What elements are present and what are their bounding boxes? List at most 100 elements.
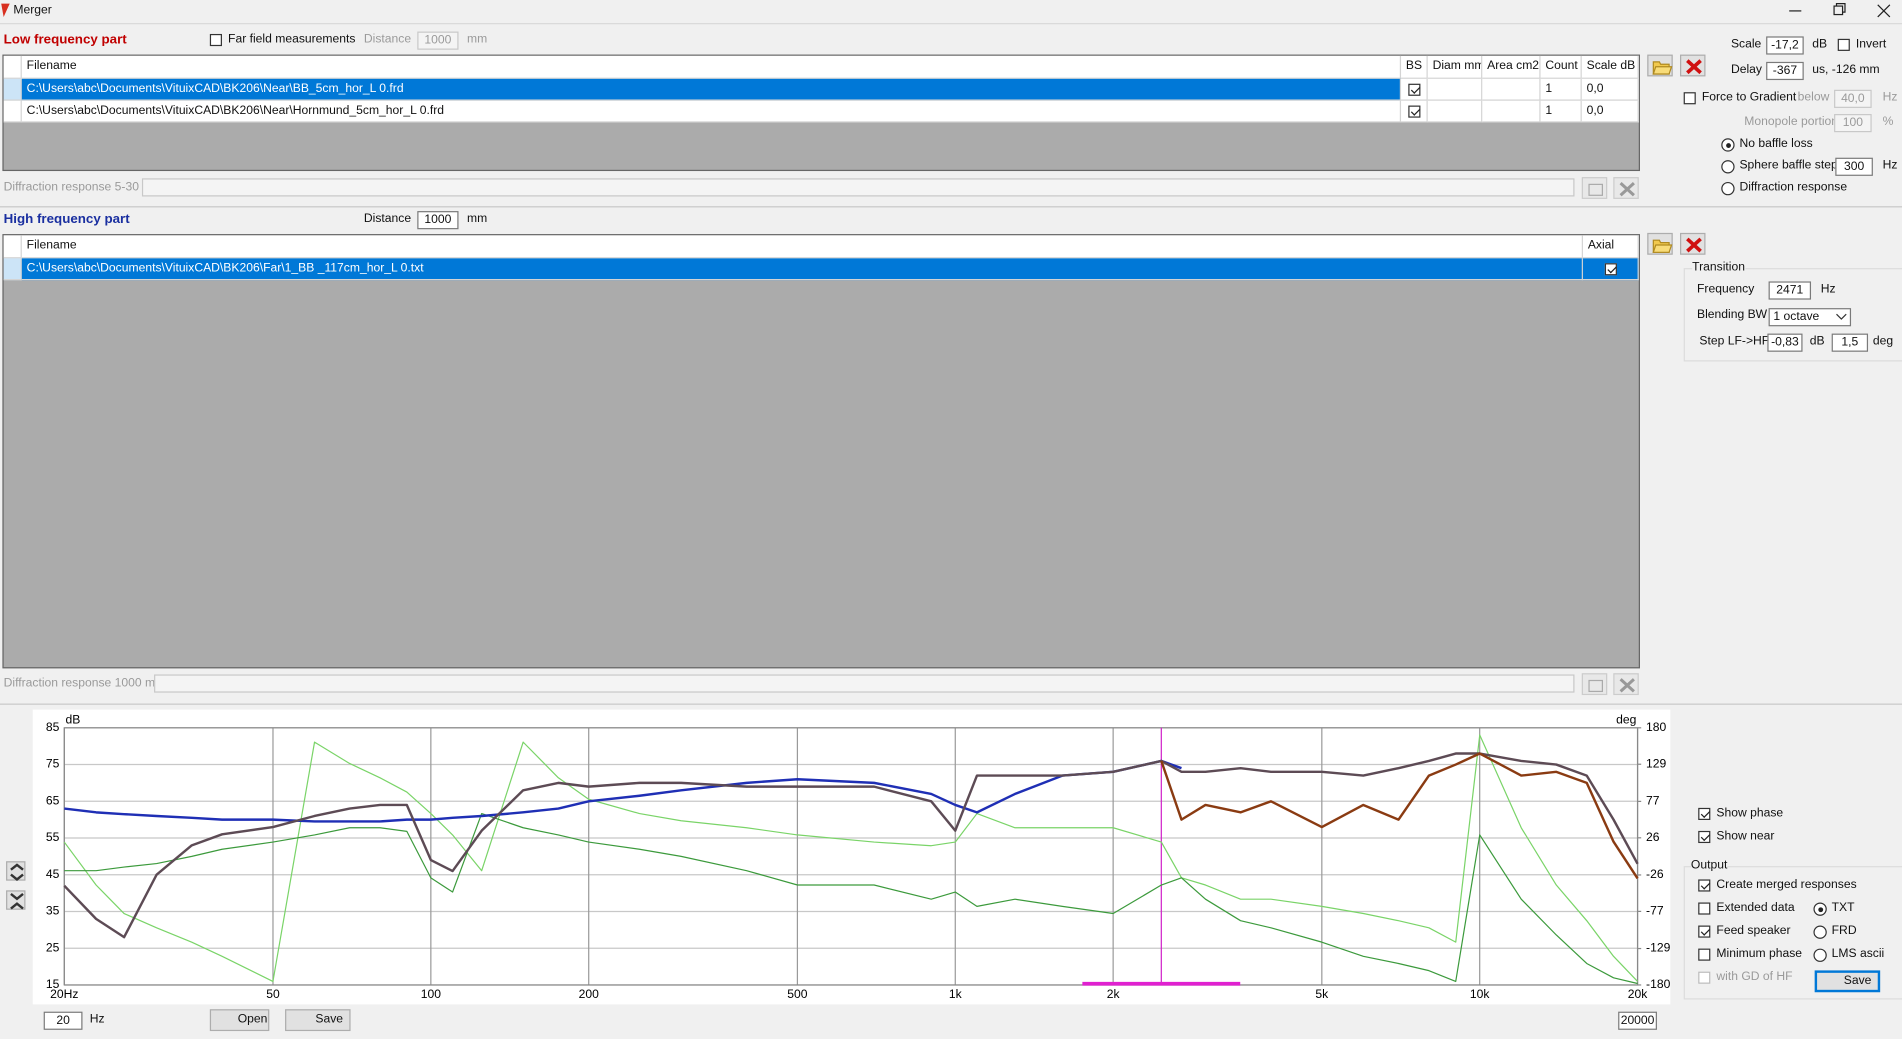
y-tick-label: 25 bbox=[46, 940, 60, 954]
dfolder-button[interactable] bbox=[1581, 673, 1608, 696]
icon bbox=[1686, 237, 1702, 253]
checkbox[interactable] bbox=[1698, 948, 1711, 961]
section-title: Low frequency part bbox=[3, 32, 127, 48]
radio-button[interactable] bbox=[1813, 948, 1827, 962]
checkbox[interactable] bbox=[1698, 807, 1711, 820]
y2-tick-label: -77 bbox=[1646, 904, 1664, 918]
radio-button[interactable] bbox=[1721, 138, 1735, 152]
ddelete-button[interactable] bbox=[1613, 177, 1639, 199]
checkbox-label: Minimum phase bbox=[1716, 947, 1803, 961]
column-header: Axial bbox=[1582, 235, 1639, 259]
icon bbox=[1686, 59, 1702, 75]
filename-cell: C:\Users\abc\Documents\VituixCAD\BK206\F… bbox=[21, 258, 1583, 281]
blending-select[interactable]: 1 octave bbox=[1768, 308, 1852, 327]
delete-button[interactable] bbox=[1680, 54, 1706, 77]
dfolder-button[interactable] bbox=[1581, 177, 1608, 199]
column-header: Diam mm bbox=[1427, 55, 1483, 79]
zoom-button[interactable] bbox=[6, 890, 26, 910]
frequency-input[interactable]: 2471 bbox=[1768, 281, 1812, 300]
response-curve bbox=[63, 734, 1639, 983]
unit: mm bbox=[467, 32, 488, 47]
save-button[interactable]: Save bbox=[1814, 970, 1881, 993]
y-axis-label: dB bbox=[66, 713, 81, 727]
radio-label: TXT bbox=[1831, 901, 1855, 915]
label: Monopole portion bbox=[1744, 115, 1839, 129]
checkbox[interactable] bbox=[1604, 263, 1617, 276]
open-button[interactable]: Open bbox=[209, 1009, 270, 1032]
distance-input[interactable]: 1000 bbox=[417, 211, 459, 230]
checkbox[interactable] bbox=[1698, 879, 1711, 892]
folder-button[interactable] bbox=[1647, 54, 1673, 77]
checkbox-label: Far field measurements bbox=[228, 32, 356, 47]
icon bbox=[1652, 239, 1673, 253]
folder-button[interactable] bbox=[1647, 232, 1673, 255]
checkbox[interactable] bbox=[1698, 902, 1711, 915]
title-bar bbox=[1, 3, 1891, 18]
area-cell bbox=[1482, 78, 1541, 101]
below-input[interactable]: 40,0 bbox=[1834, 89, 1872, 108]
step-db-input[interactable]: -0,83 bbox=[1767, 333, 1803, 352]
disabled-input bbox=[154, 674, 1575, 693]
y2-tick-label: 180 bbox=[1646, 720, 1666, 734]
label: Delay bbox=[1730, 63, 1762, 77]
disabled-input bbox=[141, 178, 1575, 197]
response-curve bbox=[1160, 752, 1639, 880]
icon bbox=[10, 893, 24, 910]
monopole-input[interactable]: 100 bbox=[1834, 114, 1872, 133]
radio-label: Sphere baffle step bbox=[1739, 158, 1838, 173]
icon bbox=[1588, 183, 1603, 196]
x-tick-label: 50 bbox=[266, 987, 280, 1001]
unit: % bbox=[1882, 115, 1894, 129]
checkbox[interactable] bbox=[1698, 971, 1711, 984]
radio-button[interactable] bbox=[1813, 925, 1827, 939]
column-header: BS bbox=[1401, 55, 1428, 79]
delay-input[interactable]: -367 bbox=[1766, 61, 1804, 81]
row-header bbox=[3, 235, 22, 259]
scale-input[interactable]: -17,2 bbox=[1766, 36, 1804, 55]
radio-button[interactable] bbox=[1813, 902, 1827, 916]
label: below bbox=[1797, 90, 1830, 105]
filename-cell: C:\Users\abc\Documents\VituixCAD\BK206\N… bbox=[21, 78, 1402, 101]
response-curve bbox=[64, 812, 1638, 985]
delete-button[interactable] bbox=[1680, 232, 1706, 255]
checkbox-label: Invert bbox=[1855, 37, 1887, 51]
y2-tick-label: 26 bbox=[1646, 830, 1660, 844]
x-tick-label: 200 bbox=[579, 987, 599, 1001]
checkbox[interactable] bbox=[1408, 83, 1421, 96]
radio-button[interactable] bbox=[1721, 181, 1735, 196]
x-tick-label: 1k bbox=[949, 987, 963, 1001]
checkbox-label: Create merged responses bbox=[1716, 878, 1857, 892]
checkbox[interactable] bbox=[1837, 38, 1850, 51]
sphere-input[interactable]: 300 bbox=[1835, 157, 1873, 176]
area-cell bbox=[1482, 100, 1541, 123]
unit: us, -126 mm bbox=[1812, 63, 1880, 77]
label: Diffraction response 5-30 m bbox=[3, 180, 153, 195]
label: Distance bbox=[363, 212, 412, 226]
y-tick-label: 55 bbox=[46, 830, 60, 844]
checkbox[interactable] bbox=[209, 33, 222, 47]
dropdown-arrow bbox=[1835, 308, 1847, 325]
fmin-input[interactable]: 20 bbox=[43, 1011, 83, 1030]
checkbox[interactable] bbox=[1408, 105, 1421, 118]
fmax-input[interactable]: 20000 bbox=[1618, 1011, 1657, 1030]
zoom-button[interactable] bbox=[6, 861, 26, 881]
checkbox[interactable] bbox=[1698, 925, 1711, 938]
save-button[interactable]: Save bbox=[285, 1009, 351, 1032]
column-header: Filename bbox=[21, 235, 1583, 259]
y-tick-label: 65 bbox=[46, 793, 60, 807]
group-box bbox=[1683, 866, 1902, 1000]
step-deg-input[interactable]: 1,5 bbox=[1831, 333, 1869, 352]
checkbox[interactable] bbox=[1698, 830, 1711, 844]
separator bbox=[0, 206, 1902, 208]
unit: Hz bbox=[89, 1012, 105, 1027]
column-header: Filename bbox=[21, 55, 1402, 79]
y2-tick-label: 129 bbox=[1646, 756, 1666, 770]
checkbox[interactable] bbox=[1683, 92, 1696, 105]
distance-input[interactable]: 1000 bbox=[417, 31, 459, 50]
radio-button[interactable] bbox=[1721, 160, 1735, 174]
x-tick-label: 2k bbox=[1107, 987, 1121, 1001]
label: Step LF->HF bbox=[1699, 334, 1770, 349]
diam-cell bbox=[1427, 78, 1483, 101]
ddelete-button[interactable] bbox=[1613, 673, 1639, 696]
